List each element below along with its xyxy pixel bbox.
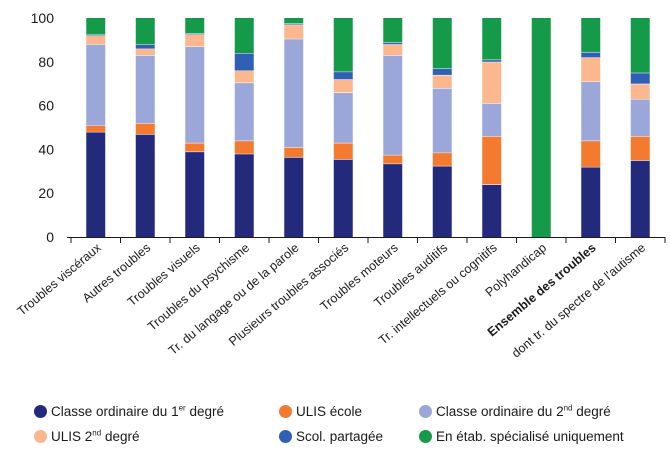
bar-segment xyxy=(630,136,650,161)
bar-segment xyxy=(383,163,403,237)
legend-label: Classe ordinaire du 2nd degré xyxy=(436,403,611,419)
bar-segment xyxy=(482,59,502,62)
bar-segment xyxy=(234,82,254,141)
legend-item: ULIS 2nd degré xyxy=(34,429,139,444)
bar-segment xyxy=(135,18,155,45)
bar-segment xyxy=(630,18,650,73)
bar-segment xyxy=(432,165,452,237)
bar-segment xyxy=(333,92,353,143)
legend-swatch xyxy=(279,405,292,418)
bar-segment xyxy=(284,23,304,25)
bar-segment xyxy=(234,140,254,154)
bar-segment xyxy=(432,88,452,153)
bar-segment xyxy=(135,123,155,135)
bar-segment xyxy=(482,18,502,60)
bars-area xyxy=(86,18,650,237)
bar-segment xyxy=(581,51,601,58)
bar-segment xyxy=(135,44,155,49)
legend-swatch xyxy=(34,405,47,418)
bar-segment xyxy=(135,48,155,56)
bar-segment xyxy=(581,166,601,237)
bar-segment xyxy=(482,61,502,104)
bar-segment xyxy=(284,18,304,24)
bar-segment xyxy=(333,159,353,237)
bar-segment xyxy=(383,55,403,155)
bar-segment xyxy=(383,44,403,56)
legend-label: ULIS école xyxy=(296,404,363,419)
bar-segment xyxy=(383,154,403,164)
bar-segment xyxy=(284,147,304,158)
legend-swatch xyxy=(279,430,292,443)
legend-swatch xyxy=(419,405,432,418)
bar-segment xyxy=(630,83,650,100)
legend-swatch xyxy=(419,430,432,443)
bar-segment xyxy=(185,142,205,152)
y-tick-label: 80 xyxy=(38,54,54,70)
y-tick-label: 100 xyxy=(31,10,55,26)
x-axis xyxy=(67,237,666,243)
bar-segment xyxy=(234,70,254,83)
chart-legend: Classe ordinaire du 1er degré ULIS école C… xyxy=(34,404,668,450)
bar-segment xyxy=(86,34,106,36)
bar-segment xyxy=(630,72,650,84)
bar-segment xyxy=(185,18,205,34)
bar-segment xyxy=(86,131,106,237)
bar-segment xyxy=(284,157,304,237)
bar-segment xyxy=(432,18,452,69)
y-tick-label: 40 xyxy=(38,141,54,157)
bar-segment xyxy=(581,81,601,141)
y-tick-label: 60 xyxy=(38,98,54,114)
bar-segment xyxy=(333,79,353,93)
bar-segment xyxy=(432,68,452,75)
bar-segment xyxy=(383,42,403,45)
bar-segment xyxy=(86,125,106,132)
bar-segment xyxy=(185,34,205,47)
bar-segment xyxy=(482,136,502,185)
bar-segment xyxy=(333,18,353,72)
bar-segment xyxy=(581,140,601,167)
legend-item: ULIS école xyxy=(279,404,362,419)
bar-segment xyxy=(630,99,650,137)
bar-segment xyxy=(185,46,205,143)
bar-segment xyxy=(86,35,106,45)
y-tick-label: 0 xyxy=(46,229,54,245)
bar-segment xyxy=(234,153,254,237)
legend-item: Scol. partagée xyxy=(279,429,383,444)
bar-segment xyxy=(482,103,502,137)
bar-segment xyxy=(135,134,155,237)
bar-segment xyxy=(531,18,551,237)
legend-swatch xyxy=(34,430,47,443)
legend-label: ULIS 2nd degré xyxy=(51,428,140,444)
x-category-label: Troubles viscéraux xyxy=(15,240,105,318)
bar-segment xyxy=(234,18,254,54)
bar-segment xyxy=(86,18,106,35)
bar-segment xyxy=(234,53,254,71)
bar-segment xyxy=(86,44,106,126)
legend-item: Classe ordinaire du 1er degré xyxy=(34,404,224,419)
legend-item: Classe ordinaire du 2nd degré xyxy=(419,404,611,419)
bar-segment xyxy=(284,38,304,148)
bar-segment xyxy=(581,18,601,52)
bar-segment xyxy=(284,24,304,39)
bar-segment xyxy=(185,151,205,237)
bar-segment xyxy=(333,71,353,80)
bar-segment xyxy=(432,74,452,89)
bar-segment xyxy=(185,33,205,35)
bar-segment xyxy=(630,160,650,237)
bar-segment xyxy=(383,18,403,43)
legend-label: Scol. partagée xyxy=(296,429,384,444)
legend-label: En étab. spécialisé uniquement xyxy=(436,429,624,444)
legend-label: Classe ordinaire du 1er degré xyxy=(51,403,224,419)
bar-segment xyxy=(482,184,502,237)
legend-item: En étab. spécialisé uniquement xyxy=(419,429,624,444)
bar-segment xyxy=(581,57,601,82)
y-axis: 0 20 40 60 80 100 xyxy=(31,10,55,245)
bar-segment xyxy=(135,55,155,124)
bar-segment xyxy=(333,142,353,160)
bar-segment xyxy=(432,152,452,166)
y-tick-label: 20 xyxy=(38,185,54,201)
